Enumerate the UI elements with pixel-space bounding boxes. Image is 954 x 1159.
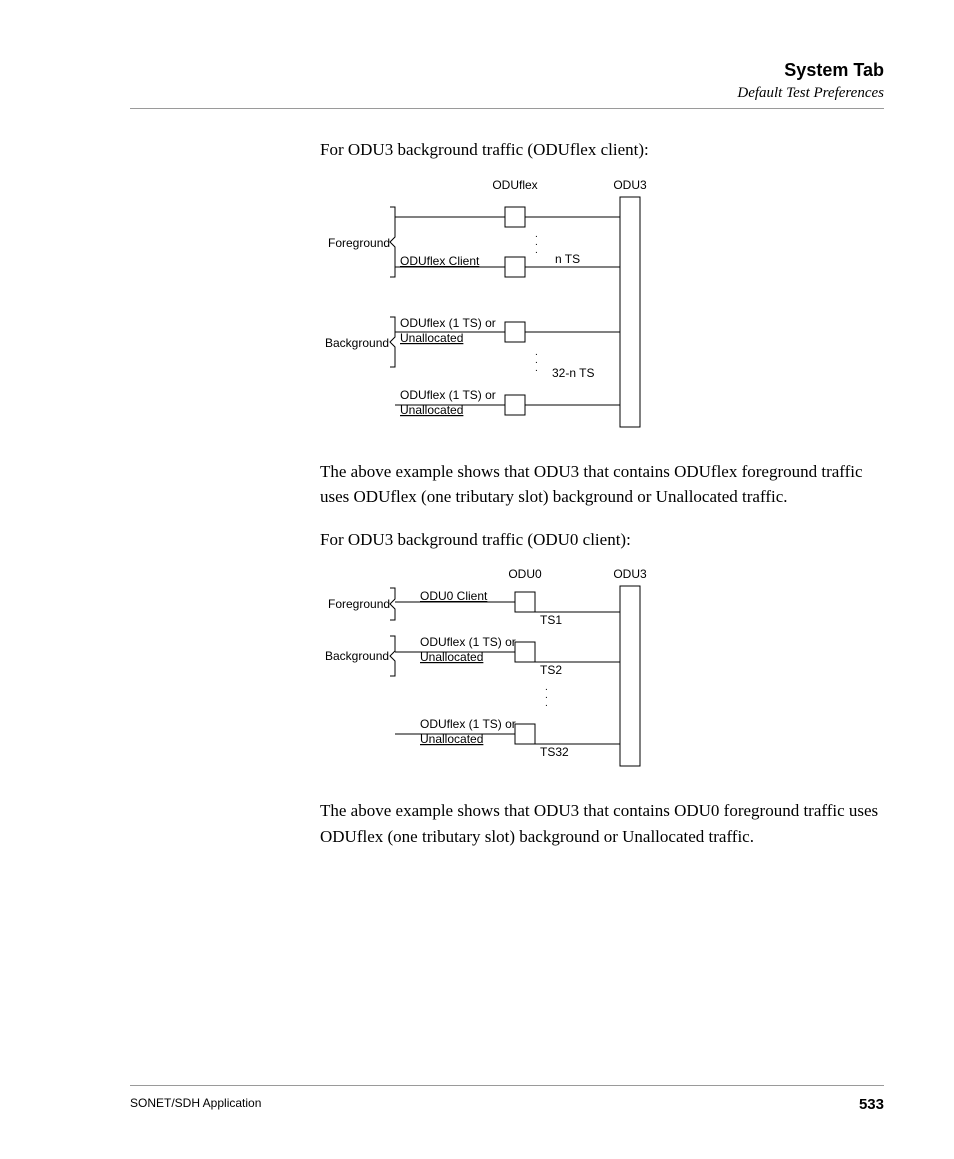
page-number: 533 bbox=[859, 1096, 884, 1113]
row-bg1-a: ODUflex (1 TS) or bbox=[400, 316, 496, 330]
row-32nts: 32-n TS bbox=[552, 366, 594, 380]
paragraph-intro-2: For ODU3 background traffic (ODU0 client… bbox=[320, 527, 884, 553]
paragraph-desc-2: The above example shows that ODU3 that c… bbox=[320, 798, 884, 849]
svg-text:.: . bbox=[535, 363, 538, 374]
label-background-2: Background bbox=[325, 649, 389, 663]
footer-divider bbox=[130, 1085, 884, 1086]
page-header-title: System Tab bbox=[130, 60, 884, 81]
label-foreground: Foreground bbox=[328, 236, 390, 250]
row-bg2-a: ODUflex (1 TS) or bbox=[400, 388, 496, 402]
paragraph-intro-1: For ODU3 background traffic (ODUflex cli… bbox=[320, 137, 884, 163]
col-header-oduflex: ODUflex bbox=[492, 178, 537, 192]
label-background: Background bbox=[325, 336, 389, 350]
col-header-odu0: ODU0 bbox=[508, 567, 542, 581]
row-nts: n TS bbox=[555, 252, 580, 266]
svg-text:.: . bbox=[535, 245, 538, 256]
footer-app-name: SONET/SDH Application bbox=[130, 1096, 261, 1113]
diagram-odu0: ODU0 ODU3 Foreground ODU0 Client TS1 Bac… bbox=[320, 566, 884, 781]
col-header-odu3-2: ODU3 bbox=[613, 567, 647, 581]
label-foreground-2: Foreground bbox=[328, 597, 390, 611]
col-header-odu3: ODU3 bbox=[613, 178, 647, 192]
row2-bg1-a: ODUflex (1 TS) or bbox=[420, 635, 516, 649]
header-divider bbox=[130, 108, 884, 109]
paragraph-desc-1: The above example shows that ODU3 that c… bbox=[320, 459, 884, 510]
row2-bg2-a: ODUflex (1 TS) or bbox=[420, 717, 516, 731]
row-ts32: TS32 bbox=[540, 745, 569, 759]
row-odu0-client: ODU0 Client bbox=[420, 589, 488, 603]
row-ts1: TS1 bbox=[540, 613, 562, 627]
svg-text:.: . bbox=[545, 698, 548, 709]
row-ts2: TS2 bbox=[540, 663, 562, 677]
page-header-subtitle: Default Test Preferences bbox=[130, 85, 884, 102]
row-bg1-b: Unallocated bbox=[400, 331, 463, 345]
diagram-oduflex: ODUflex ODU3 Foreground ODUflex Client n… bbox=[320, 177, 884, 442]
row-oduflex-client: ODUflex Client bbox=[400, 254, 480, 268]
